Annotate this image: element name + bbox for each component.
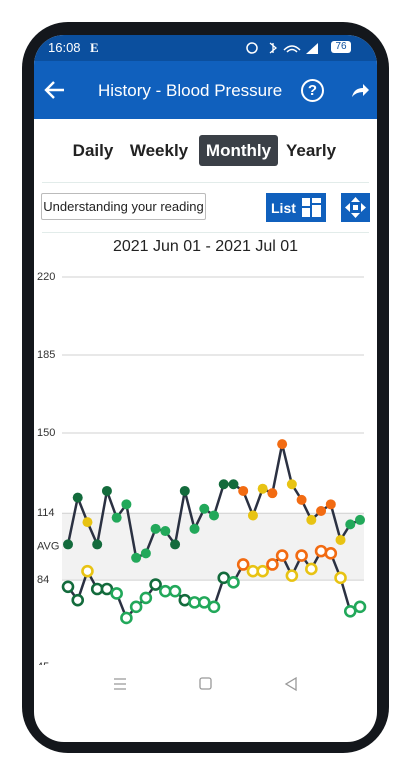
- data-point: [129, 600, 143, 614]
- y-tick-label: 220: [37, 271, 55, 283]
- data-point: [343, 604, 357, 618]
- data-point: [207, 600, 221, 614]
- data-point: [285, 569, 299, 582]
- data-point: [71, 593, 85, 607]
- data-point: [150, 523, 161, 534]
- nav-icons: [114, 676, 297, 692]
- data-point: [238, 485, 249, 496]
- data-point: [72, 492, 83, 503]
- data-point: [218, 479, 229, 490]
- data-point: [257, 483, 268, 494]
- data-point: [120, 611, 133, 625]
- divider: [42, 182, 369, 183]
- data-point: [209, 510, 219, 521]
- app-header: History - Blood Pressure ?: [34, 61, 377, 119]
- data-point: [345, 519, 356, 530]
- divider: [42, 232, 369, 233]
- back-button[interactable]: [44, 79, 66, 101]
- data-point: [110, 587, 123, 600]
- data-point: [355, 514, 365, 525]
- data-point: [236, 558, 250, 571]
- data-point: [121, 499, 132, 510]
- data-point: [81, 564, 94, 578]
- data-point: [256, 564, 269, 578]
- list-label: List: [271, 200, 296, 216]
- tab[interactable]: Daily: [72, 141, 114, 160]
- tab[interactable]: Monthly: [199, 135, 278, 166]
- y-tick-label: 150: [37, 427, 55, 439]
- data-point: [325, 499, 336, 510]
- data-point: [178, 593, 192, 607]
- data-point: [275, 549, 289, 562]
- data-point: [199, 503, 210, 514]
- data-point: [100, 582, 114, 596]
- data-point: [82, 517, 93, 528]
- data-point: [335, 534, 346, 545]
- data-point: [324, 547, 338, 560]
- nav-bar: [34, 665, 377, 707]
- tab[interactable]: Yearly: [286, 141, 337, 160]
- data-point: [228, 479, 239, 490]
- screen: 16:08 E 76 History - Blood Pressure ? Da…: [34, 35, 377, 742]
- data-point: [170, 539, 181, 550]
- data-point: [131, 552, 142, 563]
- data-point: [179, 485, 190, 496]
- data-point: [168, 584, 182, 598]
- data-point: [61, 580, 75, 594]
- help-button[interactable]: ?: [301, 79, 324, 102]
- y-tick-label: 114: [37, 507, 55, 519]
- battery: 76: [331, 41, 351, 53]
- data-point: [111, 512, 122, 523]
- data-point: [277, 439, 288, 450]
- status-icons: [246, 42, 318, 54]
- y-tick-label: 84: [37, 574, 49, 586]
- data-point: [101, 485, 112, 496]
- understanding-button[interactable]: Understanding your reading: [41, 193, 206, 220]
- data-point: [227, 576, 240, 589]
- data-point: [266, 558, 279, 571]
- data-point: [295, 549, 308, 562]
- expand-button[interactable]: [341, 193, 370, 222]
- data-point: [267, 488, 278, 499]
- status-bar: 16:08 E 76: [34, 35, 377, 61]
- data-point: [306, 514, 317, 525]
- data-point: [217, 571, 231, 585]
- data-point: [139, 591, 153, 605]
- data-point: [296, 494, 307, 505]
- app-icon: E: [90, 40, 99, 55]
- data-point: [92, 539, 103, 550]
- y-tick-label: 185: [37, 349, 55, 361]
- data-point: [189, 523, 200, 534]
- data-point: [63, 539, 73, 550]
- avg-label: AVG: [37, 541, 59, 553]
- data-point: [334, 571, 347, 585]
- data-point: [353, 600, 367, 614]
- tab[interactable]: Weekly: [129, 141, 189, 160]
- data-point: [197, 596, 211, 609]
- list-button[interactable]: List: [266, 193, 326, 222]
- header-title: History - Blood Pressure: [98, 81, 283, 100]
- data-point: [286, 479, 297, 490]
- time: 16:08: [48, 40, 81, 55]
- data-point: [160, 526, 171, 537]
- data-point: [305, 562, 318, 576]
- data-point: [316, 506, 327, 516]
- grid-icon: [302, 198, 321, 217]
- chart-title: 2021 Jun 01 - 2021 Jul 01: [112, 238, 299, 255]
- data-point: [314, 544, 328, 558]
- share-button[interactable]: [350, 80, 370, 100]
- data-point: [149, 578, 162, 591]
- data-point: [247, 510, 258, 521]
- data-point: [140, 548, 151, 559]
